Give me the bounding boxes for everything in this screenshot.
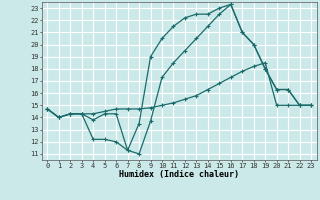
X-axis label: Humidex (Indice chaleur): Humidex (Indice chaleur)	[119, 170, 239, 179]
